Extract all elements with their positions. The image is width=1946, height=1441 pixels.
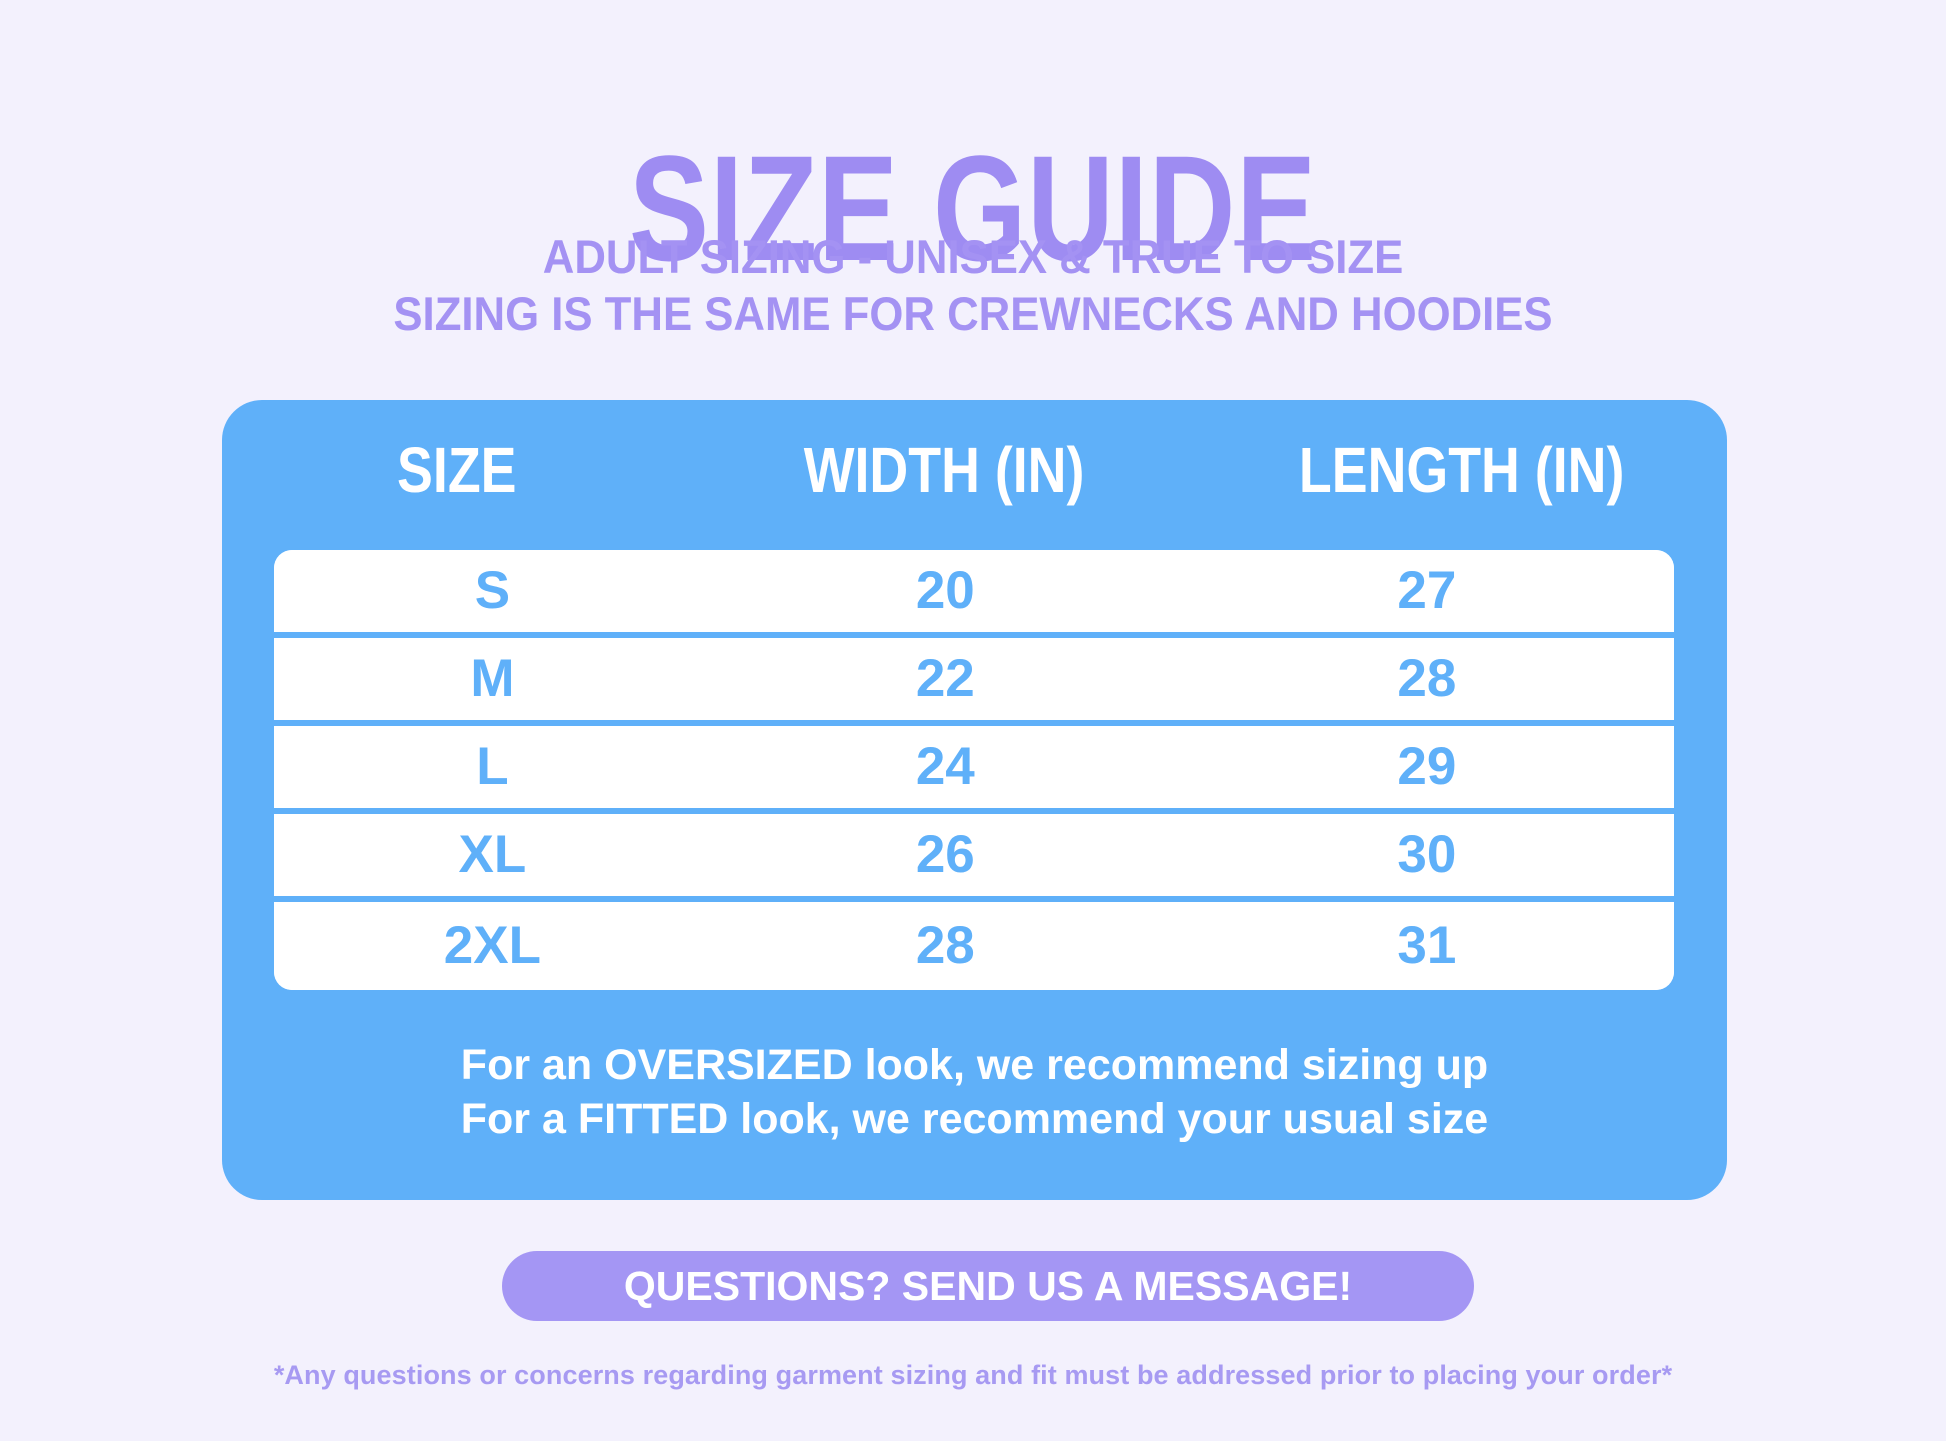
page-title: SIZE GUIDE (628, 123, 1318, 292)
column-header-length: LENGTH (IN) (1298, 434, 1625, 506)
cell-width: 22 (915, 649, 975, 708)
cell-length: 29 (1397, 737, 1457, 796)
cell-size: XL (458, 825, 527, 884)
subtitle-line-1: ADULT SIZING - UNISEX & TRUE TO SIZE (542, 230, 1404, 283)
cell-size: L (476, 737, 509, 796)
cell-length: 31 (1397, 916, 1457, 975)
size-chart-card: SIZE WIDTH (IN) LENGTH (IN) S 20 27 M 22… (222, 400, 1727, 1200)
cell-size: 2XL (443, 916, 541, 975)
fit-recommendation: For an OVERSIZED look, we recommend sizi… (222, 1038, 1727, 1146)
table-header-row: SIZE WIDTH (IN) LENGTH (IN) (222, 432, 1727, 508)
column-header-size: SIZE (397, 434, 517, 506)
cell-size: S (474, 561, 511, 620)
table-row: M 22 28 (274, 638, 1674, 726)
page-subtitle: ADULT SIZING - UNISEX & TRUE TO SIZE SIZ… (68, 228, 1878, 342)
disclaimer-text: *Any questions or concerns regarding gar… (273, 1360, 1673, 1390)
cell-width: 24 (915, 737, 975, 796)
cell-length: 30 (1397, 825, 1457, 884)
table-row: L 24 29 (274, 726, 1674, 814)
table-row: S 20 27 (274, 550, 1674, 638)
send-message-button[interactable]: QUESTIONS? SEND US A MESSAGE! (502, 1251, 1474, 1321)
subtitle-line-2: SIZING IS THE SAME FOR CREWNECKS AND HOO… (393, 287, 1553, 340)
cell-width: 26 (915, 825, 975, 884)
cell-length: 28 (1397, 649, 1457, 708)
cell-size: M (470, 649, 515, 708)
cell-width: 28 (915, 916, 975, 975)
column-header-width: WIDTH (IN) (803, 434, 1084, 506)
size-table: S 20 27 M 22 28 L 24 29 XL 26 30 2XL (274, 550, 1674, 990)
cell-length: 27 (1397, 561, 1457, 620)
table-row: XL 26 30 (274, 814, 1674, 902)
recommendation-line-2: For a FITTED look, we recommend your usu… (460, 1095, 1489, 1143)
recommendation-line-1: For an OVERSIZED look, we recommend sizi… (460, 1041, 1489, 1089)
table-row: 2XL 28 31 (274, 902, 1674, 990)
cell-width: 20 (915, 561, 975, 620)
